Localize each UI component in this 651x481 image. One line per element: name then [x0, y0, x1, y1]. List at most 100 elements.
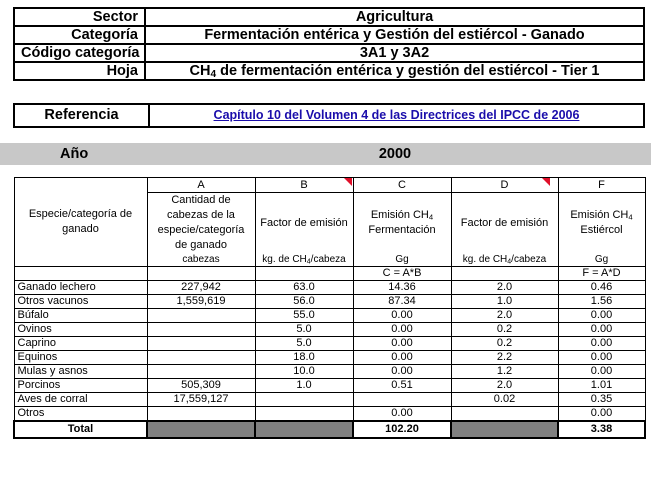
- reference-link[interactable]: Capítulo 10 del Volumen 4 de las Directr…: [213, 108, 580, 122]
- reference-cell[interactable]: Capítulo 10 del Volumen 4 de las Directr…: [148, 103, 645, 128]
- reference-table: Referencia Capítulo 10 del Volumen 4 de …: [13, 103, 645, 128]
- cell-name[interactable]: Ovinos: [13, 322, 148, 337]
- formula-f: F = A*D: [557, 266, 646, 281]
- cell-b[interactable]: 63.0: [254, 280, 354, 295]
- cell-d[interactable]: 2.0: [450, 280, 559, 295]
- cell-b[interactable]: 1.0: [254, 378, 354, 393]
- cell-c[interactable]: 14.36: [352, 280, 452, 295]
- cell-name[interactable]: Porcinos: [13, 378, 148, 393]
- cell-name[interactable]: Otros vacunos: [13, 294, 148, 309]
- cell-f[interactable]: 1.01: [557, 378, 646, 393]
- cell-a[interactable]: 1,559,619: [146, 294, 256, 309]
- table-row: Porcinos 505,309 1.0 0.51 2.0 1.01: [13, 378, 646, 393]
- cell-c[interactable]: 0.00: [352, 364, 452, 379]
- formula-blank: [146, 266, 256, 281]
- cell-d[interactable]: 1.2: [450, 364, 559, 379]
- cell-b[interactable]: 10.0: [254, 364, 354, 379]
- total-b-shaded: [254, 420, 354, 439]
- year-label: Año: [60, 146, 89, 162]
- cell-f[interactable]: 0.46: [557, 280, 646, 295]
- sheet-value[interactable]: CH4 de fermentación entérica y gestión d…: [144, 61, 645, 81]
- cell-d[interactable]: 0.02: [450, 392, 559, 407]
- table-row: Otros vacunos 1,559,619 56.0 87.34 1.0 1.56: [13, 294, 646, 309]
- cell-f[interactable]: 0.00: [557, 364, 646, 379]
- comment-indicator[interactable]: [344, 178, 352, 186]
- c-header: Emisión CH4 Fermentación: [352, 192, 452, 253]
- cell-b[interactable]: 56.0: [254, 294, 354, 309]
- sector-value[interactable]: Agricultura: [144, 7, 645, 27]
- category-value[interactable]: Fermentación entérica y Gestión del esti…: [144, 25, 645, 45]
- cell-a[interactable]: [146, 308, 256, 323]
- cell-f[interactable]: 0.00: [557, 406, 646, 422]
- code-value[interactable]: 3A1 y 3A2: [144, 43, 645, 63]
- cell-f[interactable]: 0.00: [557, 322, 646, 337]
- cell-a[interactable]: 227,942: [146, 280, 256, 295]
- cell-c[interactable]: [352, 392, 452, 407]
- cell-f[interactable]: 0.00: [557, 308, 646, 323]
- table-row: Mulas y asnos 10.0 0.00 1.2 0.00: [13, 364, 646, 379]
- total-label: Total: [13, 420, 148, 439]
- cell-b[interactable]: 5.0: [254, 336, 354, 351]
- cell-a[interactable]: [146, 322, 256, 337]
- cell-name[interactable]: Mulas y asnos: [13, 364, 148, 379]
- category-label: Categoría: [13, 25, 146, 45]
- cell-c[interactable]: 0.00: [352, 336, 452, 351]
- year-band: [0, 143, 651, 165]
- cell-a[interactable]: 17,559,127: [146, 392, 256, 407]
- b-unit: kg. de CH4/cabeza: [254, 253, 354, 267]
- cell-f[interactable]: 1.56: [557, 294, 646, 309]
- cell-name[interactable]: Equinos: [13, 350, 148, 365]
- cell-d[interactable]: 2.0: [450, 378, 559, 393]
- code-label: Código categoría: [13, 43, 146, 63]
- year-value[interactable]: 2000: [378, 146, 412, 162]
- comment-indicator[interactable]: [542, 178, 550, 186]
- cell-name[interactable]: Búfalo: [13, 308, 148, 323]
- cell-name[interactable]: Caprino: [13, 336, 148, 351]
- b-header: Factor de emisión: [254, 192, 354, 253]
- cell-f[interactable]: 0.00: [557, 336, 646, 351]
- cell-c[interactable]: 0.00: [352, 406, 452, 422]
- formula-blank: [13, 266, 148, 281]
- cell-c[interactable]: 87.34: [352, 294, 452, 309]
- cell-b[interactable]: 18.0: [254, 350, 354, 365]
- cell-d[interactable]: 1.0: [450, 294, 559, 309]
- cell-d[interactable]: 0.2: [450, 336, 559, 351]
- total-row: Total 102.20 3.38: [13, 420, 646, 439]
- cell-d[interactable]: 2.0: [450, 308, 559, 323]
- table-row: Ovinos 5.0 0.00 0.2 0.00: [13, 322, 646, 337]
- rows-body: Ganado lechero 227,942 63.0 14.36 2.0 0.46 Otr…: [13, 280, 646, 422]
- cell-b[interactable]: [254, 406, 354, 422]
- f-unit: Gg: [557, 253, 646, 267]
- cell-b[interactable]: [254, 392, 354, 407]
- cell-c[interactable]: 0.00: [352, 308, 452, 323]
- cell-a[interactable]: [146, 336, 256, 351]
- sector-label: Sector: [13, 7, 146, 27]
- species-header: Especie/categoría de ganado: [13, 177, 148, 267]
- cell-d[interactable]: 0.2: [450, 322, 559, 337]
- cell-c[interactable]: 0.00: [352, 350, 452, 365]
- cell-a[interactable]: [146, 406, 256, 422]
- cell-b[interactable]: 55.0: [254, 308, 354, 323]
- cell-a[interactable]: [146, 350, 256, 365]
- cell-d[interactable]: [450, 406, 559, 422]
- cell-c[interactable]: 0.00: [352, 322, 452, 337]
- table-row: Aves de corral 17,559,127 0.02 0.35: [13, 392, 646, 407]
- cell-name[interactable]: Otros: [13, 406, 148, 422]
- formula-c: C = A*B: [352, 266, 452, 281]
- cell-f[interactable]: 0.00: [557, 350, 646, 365]
- cell-c[interactable]: 0.51: [352, 378, 452, 393]
- table-row: Búfalo 55.0 0.00 2.0 0.00: [13, 308, 646, 323]
- a-header: Cantidad de cabezas de la especie/catego…: [146, 192, 256, 253]
- cell-name[interactable]: Aves de corral: [13, 392, 148, 407]
- header-table: Sector Agricultura Categoría Fermentació…: [13, 7, 645, 81]
- cell-b[interactable]: 5.0: [254, 322, 354, 337]
- cell-a[interactable]: 505,309: [146, 378, 256, 393]
- table-row: Caprino 5.0 0.00 0.2 0.00: [13, 336, 646, 351]
- table-row: Ganado lechero 227,942 63.0 14.36 2.0 0.46: [13, 280, 646, 295]
- col-letter-a: A: [146, 177, 256, 193]
- sheet-label: Hoja: [13, 61, 146, 81]
- cell-name[interactable]: Ganado lechero: [13, 280, 148, 295]
- cell-f[interactable]: 0.35: [557, 392, 646, 407]
- cell-a[interactable]: [146, 364, 256, 379]
- cell-d[interactable]: 2.2: [450, 350, 559, 365]
